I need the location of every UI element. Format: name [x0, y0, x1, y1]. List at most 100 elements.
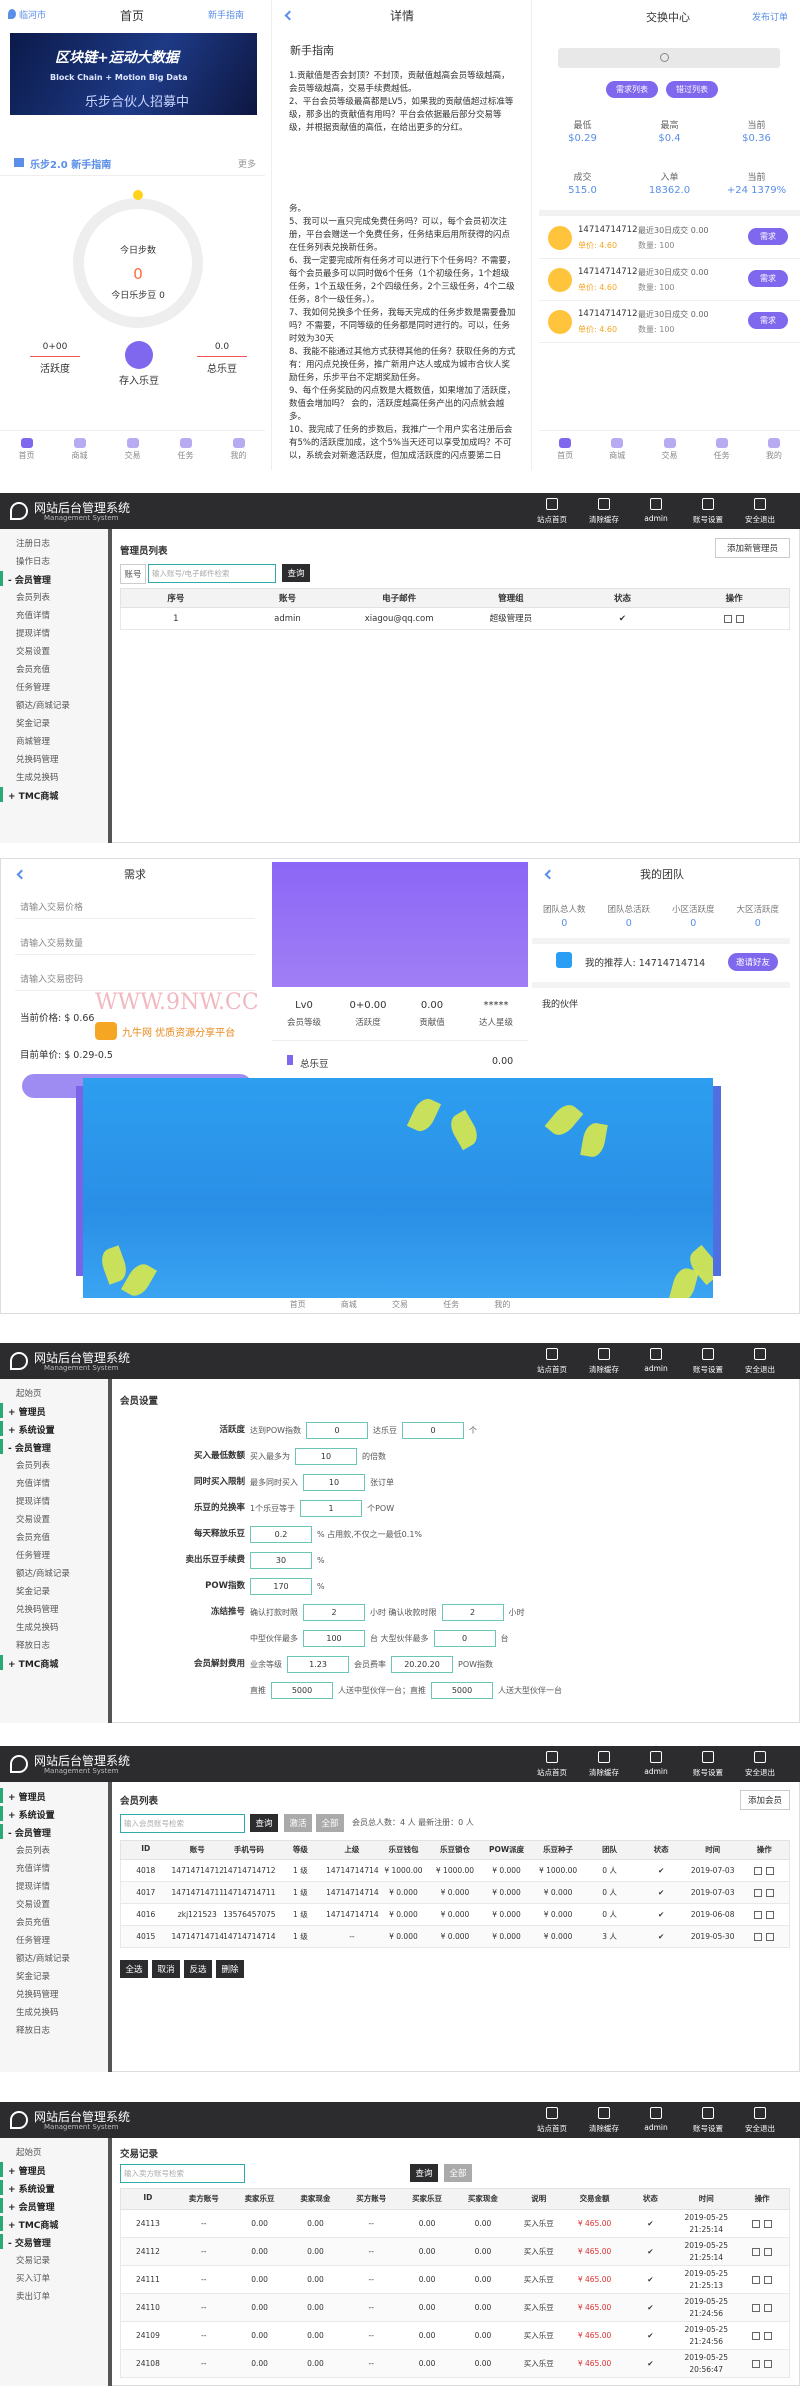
back-icon[interactable] [284, 10, 295, 21]
nav-label[interactable]: 任务 [713, 451, 730, 460]
nav-label[interactable]: 首页 [289, 1300, 306, 1309]
header-link[interactable]: 清除缓存 [589, 1365, 619, 1374]
sidebar-item[interactable]: 生成兑换码 [16, 773, 59, 783]
sidebar-item[interactable]: 生成兑换码 [16, 1623, 59, 1633]
row-action-icon[interactable] [752, 2248, 761, 2256]
tab-button[interactable]: 错过列表 [666, 81, 718, 98]
search-input[interactable]: 输入会员账号检索 [120, 1814, 245, 1833]
sidebar-item[interactable]: 提现详情 [16, 629, 51, 639]
sidebar-item[interactable]: 买入订单 [16, 2274, 51, 2284]
sidebar-item[interactable]: 起始页 [16, 2148, 42, 2158]
sidebar-item[interactable]: 交易设置 [16, 1900, 51, 1910]
sidebar-group[interactable]: + TMC商城 [8, 1660, 59, 1670]
text-input[interactable]: 请输入交易数量 [20, 939, 84, 949]
search-input[interactable]: 输入账号/电子邮件检索 [148, 564, 276, 583]
nav-label[interactable]: 我的 [230, 451, 247, 460]
button[interactable]: 全选 [120, 1960, 148, 1978]
sidebar-item[interactable]: 兑换码管理 [16, 1990, 59, 2000]
row-action-icon[interactable] [764, 2332, 773, 2340]
nav-label[interactable]: 任务 [443, 1300, 460, 1309]
sidebar-item[interactable]: 奖金记录 [16, 1587, 51, 1597]
sidebar-item[interactable]: 交易设置 [16, 647, 51, 657]
nav-label[interactable]: 商城 [340, 1300, 357, 1309]
city[interactable]: 临河市 [19, 11, 47, 21]
header-link[interactable]: admin [644, 1364, 668, 1373]
sidebar-item[interactable]: 释放日志 [16, 2026, 51, 2036]
nav-label[interactable]: 首页 [557, 451, 574, 460]
header-link[interactable]: 安全退出 [745, 1768, 775, 1777]
sidebar-item[interactable]: 奖金记录 [16, 1972, 51, 1982]
row-action-icon[interactable] [764, 2276, 773, 2284]
button[interactable]: 取消 [152, 1960, 180, 1978]
nav-label[interactable]: 首页 [18, 451, 35, 460]
header-link[interactable]: 安全退出 [745, 515, 775, 524]
text-input[interactable]: 请输入交易价格 [20, 903, 84, 913]
sidebar-group[interactable]: - 会员管理 [8, 576, 51, 586]
header-link[interactable]: 清除缓存 [589, 515, 619, 524]
header-link[interactable]: admin [644, 1767, 668, 1776]
sidebar-item[interactable]: 会员列表 [16, 593, 51, 603]
sidebar-group[interactable]: + 会员管理 [8, 2203, 55, 2213]
row-action-icon[interactable] [754, 1911, 763, 1919]
row-action-icon[interactable] [752, 2276, 761, 2284]
sidebar-item[interactable]: 会员列表 [16, 1846, 51, 1856]
order-button[interactable]: 需求 [748, 312, 788, 329]
header-link[interactable]: 清除缓存 [589, 2124, 619, 2133]
row-action-icon[interactable] [724, 615, 733, 623]
button[interactable]: 全部 [444, 2164, 472, 2182]
row-action-icon[interactable] [764, 2248, 773, 2256]
nav-label[interactable]: 交易 [392, 1300, 408, 1309]
header-link[interactable]: admin [644, 2123, 668, 2132]
row-action-icon[interactable] [754, 1933, 763, 1941]
sidebar-item[interactable]: 会员充值 [16, 1533, 51, 1543]
sidebar-item[interactable]: 交易设置 [16, 1515, 51, 1525]
sidebar-item[interactable]: 操作日志 [16, 557, 51, 567]
button[interactable]: 添加会员 [740, 1790, 790, 1810]
sidebar-group[interactable]: + 系统设置 [8, 1811, 55, 1821]
nav-label[interactable]: 商城 [609, 451, 626, 460]
nav-label[interactable]: 我的 [765, 451, 782, 460]
text-input[interactable]: 请输入交易密码 [20, 975, 84, 985]
row-action-icon[interactable] [766, 1911, 775, 1919]
sidebar-item[interactable]: 交易记录 [16, 2256, 51, 2266]
button[interactable]: 激活 [284, 1814, 312, 1832]
row-action-icon[interactable] [754, 1889, 763, 1897]
sidebar-item[interactable]: 额达/商城记录 [16, 1569, 70, 1579]
button[interactable]: 添加新管理员 [715, 538, 790, 558]
sidebar-item[interactable]: 生成兑换码 [16, 2008, 59, 2018]
nav-label[interactable]: 商城 [71, 451, 88, 460]
sidebar-item[interactable]: 兑换码管理 [16, 755, 59, 765]
button[interactable]: 反选 [184, 1960, 212, 1978]
guide-link[interactable]: 新手指南 [208, 11, 245, 21]
sidebar-group[interactable]: - 会员管理 [8, 1444, 51, 1454]
sidebar-item[interactable]: 任务管理 [16, 1936, 51, 1946]
row-action-icon[interactable] [766, 1867, 775, 1875]
publish-link[interactable]: 发布订单 [752, 13, 789, 23]
button[interactable]: 删除 [216, 1960, 244, 1978]
sidebar-group[interactable]: + 系统设置 [8, 2185, 55, 2195]
sidebar-item[interactable]: 兑换码管理 [16, 1605, 59, 1615]
order-button[interactable]: 需求 [748, 228, 788, 245]
row-action-icon[interactable] [764, 2360, 773, 2368]
row-action-icon[interactable] [764, 2220, 773, 2228]
sidebar-item[interactable]: 充值详情 [16, 1864, 51, 1874]
header-link[interactable]: 站点首页 [537, 1365, 567, 1374]
search-input[interactable]: 输入卖方账号检索 [120, 2164, 245, 2183]
button[interactable]: 邀请好友 [728, 953, 778, 971]
sidebar-item[interactable]: 会员充值 [16, 665, 51, 675]
sidebar-item[interactable]: 充值详情 [16, 1479, 51, 1489]
sidebar-item[interactable]: 会员列表 [16, 1461, 51, 1471]
header-link[interactable]: 账号设置 [693, 1768, 723, 1777]
tab-button[interactable]: 需求列表 [606, 81, 658, 98]
order-button[interactable]: 需求 [748, 270, 788, 287]
sidebar-item[interactable]: 起始页 [16, 1389, 42, 1399]
row-action-icon[interactable] [752, 2332, 761, 2340]
sidebar-item[interactable]: 商城管理 [16, 737, 51, 747]
header-link[interactable]: 清除缓存 [589, 1768, 619, 1777]
sidebar-group[interactable]: + 管理员 [8, 2167, 46, 2177]
sidebar-group[interactable]: - 会员管理 [8, 1829, 51, 1839]
header-link[interactable]: 站点首页 [537, 515, 567, 524]
header-link[interactable]: 安全退出 [745, 1365, 775, 1374]
sidebar-item[interactable]: 额达/商城记录 [16, 701, 70, 711]
header-link[interactable]: 账号设置 [693, 515, 723, 524]
